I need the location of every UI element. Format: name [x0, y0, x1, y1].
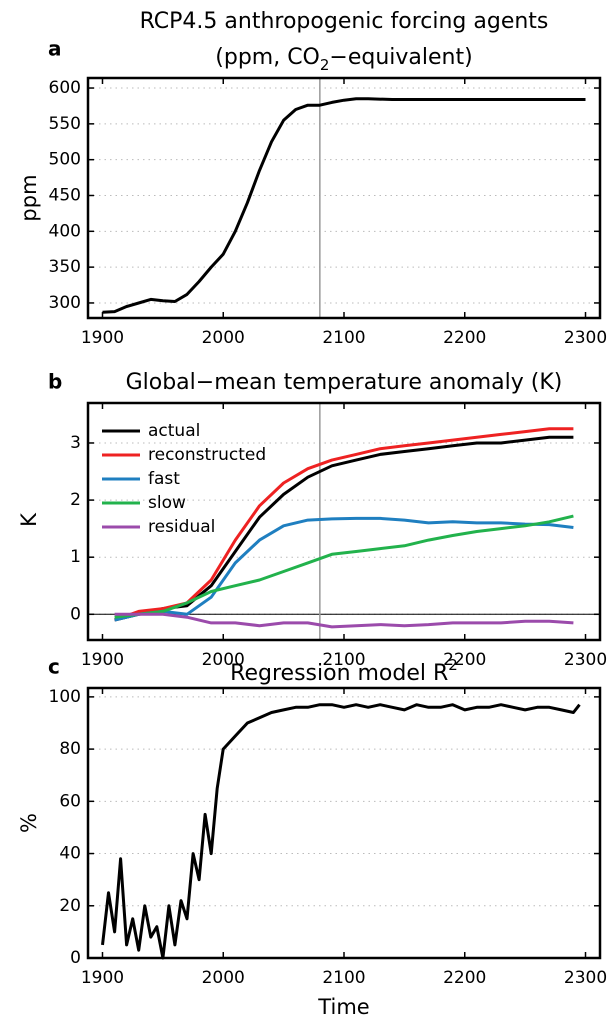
- x-tick-label: 1900: [81, 650, 124, 670]
- data-line: [114, 427, 574, 622]
- x-tick-label: 2100: [322, 650, 365, 670]
- y-tick-label: 60: [59, 791, 81, 811]
- y-tick-label: 100: [49, 687, 81, 707]
- title: RCP4.5 anthropogenic forcing agents: [140, 9, 549, 34]
- panel-label: a: [48, 37, 62, 61]
- x-tick-label: 2200: [443, 968, 486, 988]
- x-tick-label: 2000: [202, 650, 245, 670]
- x-tick-label: 2100: [322, 328, 365, 348]
- y-axis-label: %: [17, 813, 41, 833]
- axes-frame: [86, 76, 602, 320]
- y-tick-label: 2: [70, 490, 81, 510]
- data-line: [114, 612, 574, 629]
- x-tick-label: 2200: [443, 328, 486, 348]
- y-tick-label: 3: [70, 433, 81, 453]
- y-tick-label: 80: [59, 739, 81, 759]
- title-subscript: 2: [320, 56, 330, 74]
- y-tick-label: 0: [70, 604, 81, 624]
- data-line: [114, 516, 574, 622]
- title-part: (ppm, CO: [215, 45, 320, 70]
- x-tick-label: 2300: [564, 328, 607, 348]
- y-tick-label: 20: [59, 896, 81, 916]
- axes-frame: [86, 401, 602, 642]
- y-tick-label: 400: [49, 221, 81, 241]
- data-line: [114, 514, 574, 619]
- x-tick-label: 1900: [81, 968, 124, 988]
- x-tick-label: 2100: [322, 968, 365, 988]
- legend-label: fast: [148, 469, 180, 489]
- x-tick-label: 2000: [202, 328, 245, 348]
- y-axis-label: ppm: [17, 174, 41, 221]
- x-tick-label: 2300: [564, 968, 607, 988]
- panel-label: b: [48, 370, 62, 394]
- x-tick-label: 2000: [202, 968, 245, 988]
- axes-frame: [86, 686, 602, 960]
- y-tick-label: 0: [70, 948, 81, 968]
- data-line: [101, 703, 581, 960]
- title: (ppm, CO2−equivalent): [215, 45, 472, 74]
- y-tick-label: 350: [49, 257, 81, 277]
- y-tick-label: 500: [49, 150, 81, 170]
- panel-label: c: [48, 655, 60, 679]
- y-tick-label: 300: [49, 293, 81, 313]
- y-tick-label: 1: [70, 547, 81, 567]
- legend-label: actual: [148, 421, 200, 441]
- title-part: Regression model R: [230, 661, 448, 686]
- y-axis-label: K: [17, 512, 41, 527]
- x-tick-label: 2200: [443, 650, 486, 670]
- y-tick-label: 600: [49, 78, 81, 98]
- legend-label: slow: [148, 493, 186, 513]
- y-tick-label: 450: [49, 185, 81, 205]
- x-axis-label: Time: [317, 995, 369, 1019]
- title-superscript: 2: [448, 656, 458, 674]
- legend-label: residual: [148, 517, 215, 537]
- data-line: [102, 97, 586, 314]
- y-tick-label: 40: [59, 844, 81, 864]
- title-part: −equivalent): [329, 45, 472, 70]
- title: Regression model R2: [230, 656, 458, 687]
- x-tick-label: 1900: [81, 328, 124, 348]
- legend-label: reconstructed: [148, 445, 266, 465]
- y-tick-label: 550: [49, 114, 81, 134]
- x-tick-label: 2300: [564, 650, 607, 670]
- title: Global−mean temperature anomaly (K): [126, 370, 563, 395]
